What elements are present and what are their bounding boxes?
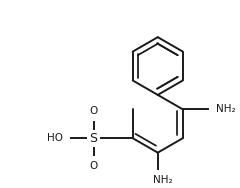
Text: HO: HO: [47, 133, 63, 143]
Text: NH₂: NH₂: [153, 175, 173, 185]
Text: O: O: [90, 161, 98, 171]
Text: NH₂: NH₂: [216, 104, 235, 114]
Text: O: O: [90, 105, 98, 116]
Text: S: S: [90, 132, 98, 145]
